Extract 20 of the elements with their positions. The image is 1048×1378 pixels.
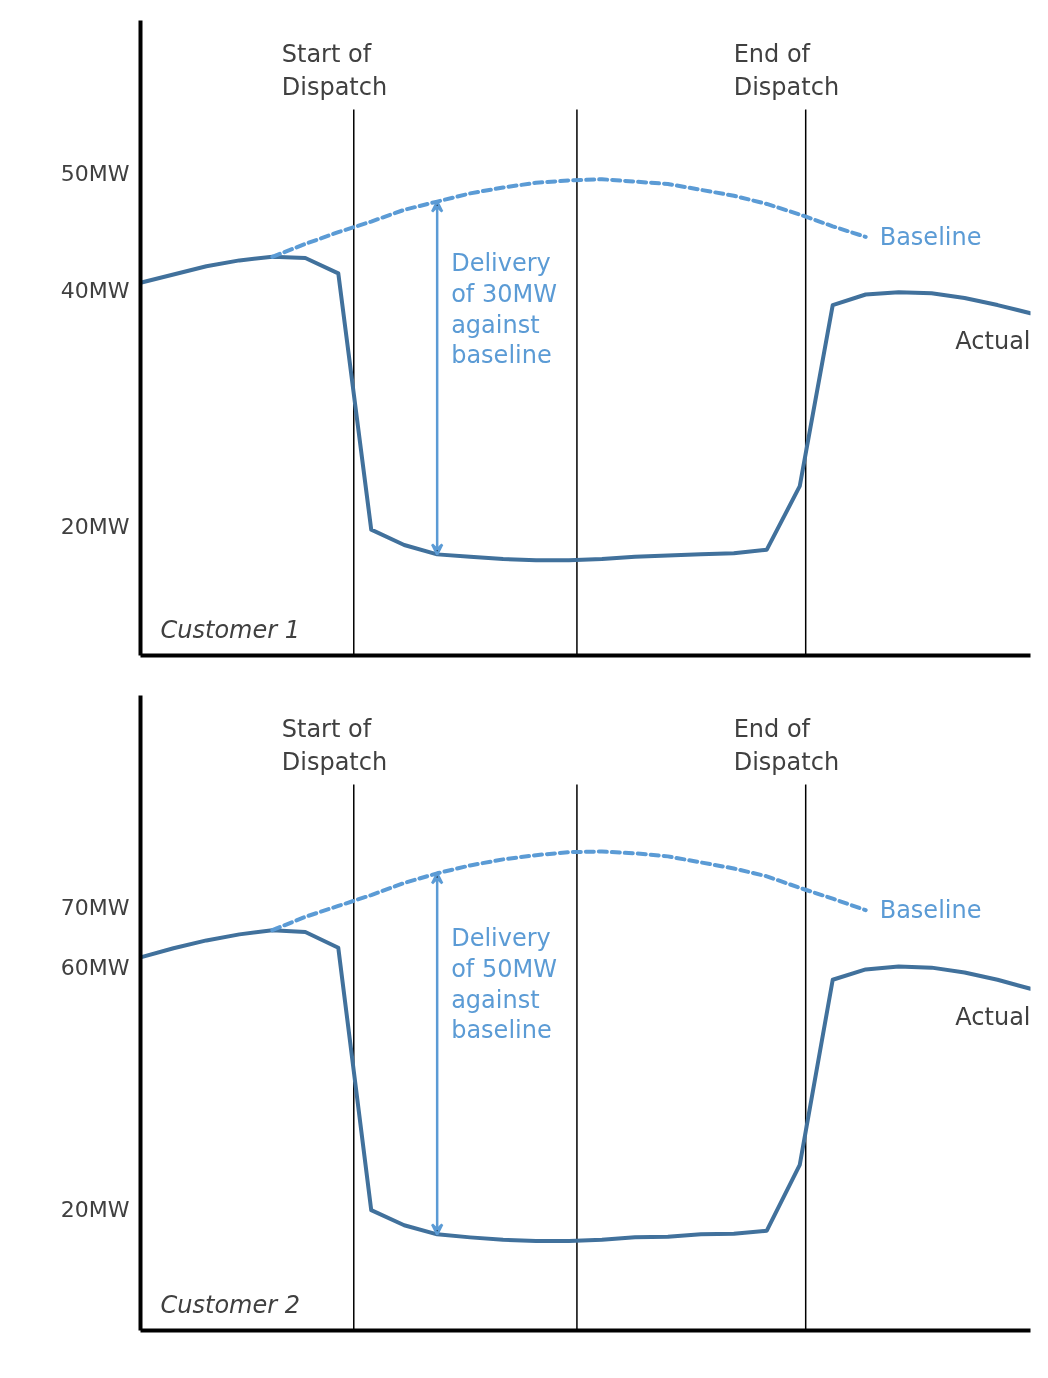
y-tick-label: 70MW [60,894,130,920]
y-tick-label: 60MW [60,955,130,981]
y-tick-label: 50MW [60,160,130,186]
y-tick-label: 20MW [60,1197,130,1223]
annotation: Start of Dispatch [281,39,388,102]
annotation: Delivery of 50MW against baseline [451,924,557,1045]
y-tick-label: 20MW [60,513,130,539]
annotation: Start of Dispatch [281,714,388,777]
annotation: Delivery of 30MW against baseline [451,249,557,370]
series-label: Baseline [879,222,982,251]
annotation: End of Dispatch [733,39,840,102]
annotation: Customer 1 [160,615,300,644]
line-series [140,254,1031,563]
annotation: End of Dispatch [733,714,840,777]
annotation: Customer 2 [160,1290,300,1319]
line-series [140,928,1031,1243]
y-tick-label: 40MW [60,278,130,304]
series-label: Actual [955,1002,1031,1031]
series-label: Baseline [879,896,982,925]
series-label: Actual [955,327,1031,356]
